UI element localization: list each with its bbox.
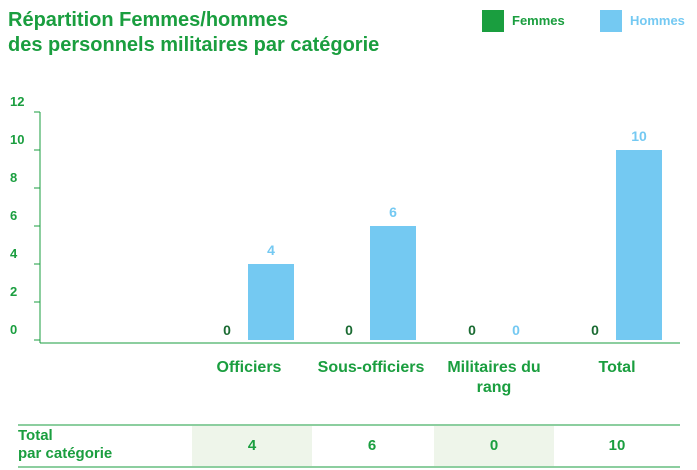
x-tick-label: Militaires du rang <box>447 359 541 396</box>
data-label: 0 <box>591 322 599 338</box>
x-tick-label: Sous-officiers <box>317 359 425 376</box>
legend-swatch <box>482 10 504 32</box>
bar <box>248 264 294 340</box>
x-tick-label: Total <box>598 359 636 376</box>
data-label: 0 <box>223 322 231 338</box>
title-line: Répartition Femmes/hommes <box>8 9 289 31</box>
y-tick-label: 8 <box>10 170 18 185</box>
table-cell-bg <box>192 426 312 466</box>
data-label: 0 <box>345 322 353 338</box>
legend-label: Femmes <box>512 13 565 28</box>
title-line: des personnels militaires par catégorie <box>8 34 380 56</box>
legend-label: Hommes <box>630 13 685 28</box>
chart-title: Répartition Femmes/hommes des personnels… <box>8 8 379 58</box>
table-cell: 4 <box>247 437 257 454</box>
data-label: 6 <box>389 204 397 220</box>
y-tick-label: 0 <box>10 322 18 337</box>
data-label: 10 <box>631 128 647 144</box>
table-row-header: Total par catégorie <box>18 427 112 463</box>
bar <box>370 226 416 340</box>
bar <box>616 150 662 340</box>
table-cell-bg <box>434 426 554 466</box>
y-tick-label: 2 <box>10 284 18 299</box>
table-cell: 6 <box>367 437 377 454</box>
legend-swatch <box>600 10 622 32</box>
table-cell: 0 <box>489 437 499 454</box>
y-tick-label: 10 <box>10 132 25 147</box>
data-label: 0 <box>468 322 476 338</box>
row-header-line: par catégorie <box>18 445 113 462</box>
x-tick-label: Officiers <box>216 359 282 376</box>
y-tick-label: 12 <box>10 94 25 109</box>
row-header-line: Total <box>18 427 53 444</box>
data-label: 4 <box>267 242 275 258</box>
table-cell: 10 <box>608 437 626 454</box>
y-tick-label: 4 <box>10 246 18 261</box>
data-label: 0 <box>512 322 520 338</box>
y-tick-label: 6 <box>10 208 18 223</box>
